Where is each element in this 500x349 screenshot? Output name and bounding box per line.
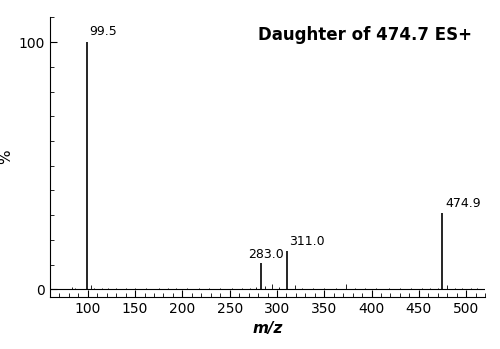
Text: 474.9: 474.9	[445, 197, 481, 210]
Text: Daughter of 474.7 ES+: Daughter of 474.7 ES+	[258, 26, 472, 44]
Text: 99.5: 99.5	[89, 25, 117, 38]
X-axis label: m/z: m/z	[252, 321, 282, 336]
Y-axis label: %: %	[0, 150, 13, 164]
Text: 283.0: 283.0	[248, 248, 284, 261]
Text: 311.0: 311.0	[289, 236, 325, 248]
